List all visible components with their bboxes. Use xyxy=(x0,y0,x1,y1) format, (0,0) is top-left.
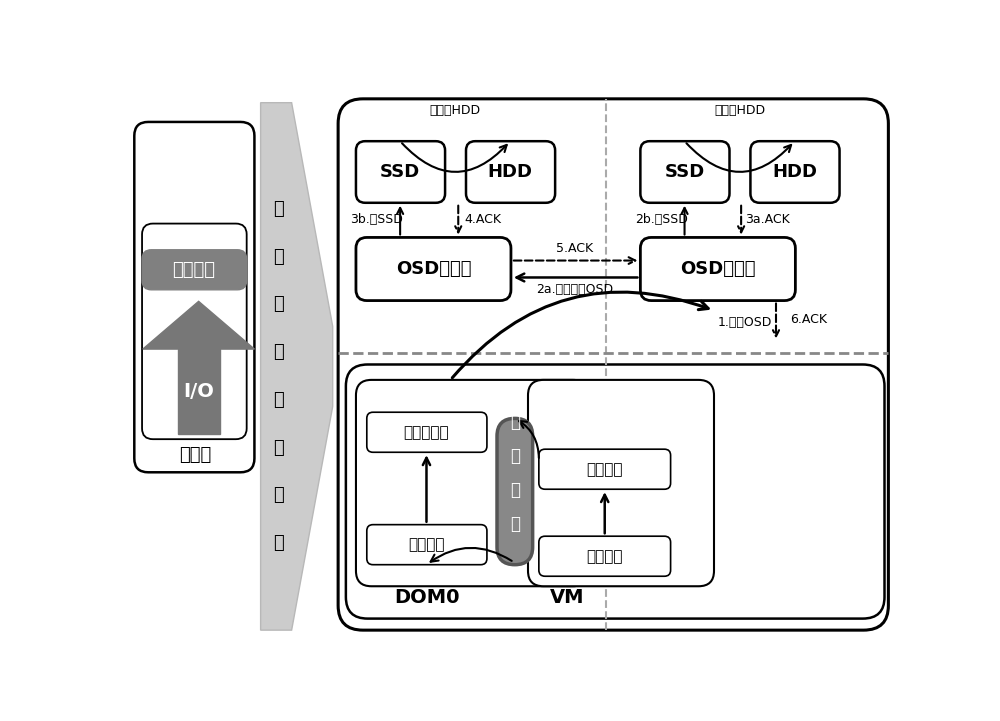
Text: HDD: HDD xyxy=(772,163,817,181)
Text: DOM0: DOM0 xyxy=(394,588,460,606)
Text: 细: 细 xyxy=(273,296,284,314)
FancyBboxPatch shape xyxy=(356,380,588,586)
Text: SSD: SSD xyxy=(664,163,705,181)
FancyBboxPatch shape xyxy=(367,412,487,452)
Polygon shape xyxy=(143,301,254,349)
FancyBboxPatch shape xyxy=(528,380,714,586)
FancyBboxPatch shape xyxy=(338,99,888,630)
Text: 后端驱动: 后端驱动 xyxy=(408,537,445,552)
FancyBboxPatch shape xyxy=(134,122,254,472)
FancyArrowPatch shape xyxy=(397,208,403,234)
FancyBboxPatch shape xyxy=(640,237,795,301)
FancyBboxPatch shape xyxy=(142,249,247,290)
Text: OSD（主）: OSD（主） xyxy=(680,260,756,278)
Text: 块设备驱动: 块设备驱动 xyxy=(404,425,449,440)
FancyArrowPatch shape xyxy=(517,273,638,281)
FancyArrowPatch shape xyxy=(773,304,779,336)
FancyBboxPatch shape xyxy=(539,449,671,490)
Text: 2b.写SSD: 2b.写SSD xyxy=(635,213,688,226)
Text: 详: 详 xyxy=(273,343,284,361)
Text: 业务写入: 业务写入 xyxy=(586,549,623,564)
FancyBboxPatch shape xyxy=(356,237,511,301)
FancyBboxPatch shape xyxy=(497,418,533,565)
Text: 存: 存 xyxy=(510,413,520,431)
Text: HDD: HDD xyxy=(488,163,533,181)
Text: 虚拟机: 虚拟机 xyxy=(179,446,211,464)
Text: 写: 写 xyxy=(273,438,284,456)
Text: 3b.写SSD: 3b.写SSD xyxy=(350,213,403,226)
FancyArrowPatch shape xyxy=(601,495,608,534)
Text: 3a.ACK: 3a.ACK xyxy=(745,213,790,226)
Text: 后台写HDD: 后台写HDD xyxy=(430,104,481,117)
Text: 程: 程 xyxy=(273,200,284,218)
Text: SSD: SSD xyxy=(380,163,420,181)
FancyBboxPatch shape xyxy=(750,141,840,203)
Text: 前端驱动: 前端驱动 xyxy=(586,461,623,477)
Text: 享: 享 xyxy=(510,481,520,499)
Text: 虚拟磁盘: 虚拟磁盘 xyxy=(172,261,215,279)
Text: 入: 入 xyxy=(273,391,284,409)
FancyBboxPatch shape xyxy=(142,224,247,439)
FancyArrowPatch shape xyxy=(455,205,461,232)
Polygon shape xyxy=(261,102,333,630)
Text: I/O: I/O xyxy=(183,382,214,401)
FancyBboxPatch shape xyxy=(356,141,445,203)
FancyBboxPatch shape xyxy=(367,525,487,565)
Bar xyxy=(178,349,220,434)
Text: 数: 数 xyxy=(273,534,284,552)
FancyBboxPatch shape xyxy=(640,141,730,203)
FancyArrowPatch shape xyxy=(514,257,635,264)
Text: 4.ACK: 4.ACK xyxy=(464,213,501,226)
Text: 2a.同步写备OSD: 2a.同步写备OSD xyxy=(536,283,613,296)
Text: OSD（从）: OSD（从） xyxy=(396,260,471,278)
Text: 6.ACK: 6.ACK xyxy=(790,314,827,327)
Text: 内: 内 xyxy=(510,447,520,465)
Text: VM: VM xyxy=(550,588,584,606)
FancyBboxPatch shape xyxy=(346,365,885,619)
FancyBboxPatch shape xyxy=(466,141,555,203)
Text: 1.写主OSD: 1.写主OSD xyxy=(718,316,772,329)
Text: 流: 流 xyxy=(273,248,284,266)
Text: 据: 据 xyxy=(273,487,284,505)
Text: 共: 共 xyxy=(510,515,520,533)
FancyArrowPatch shape xyxy=(681,208,688,234)
Text: 后台写HDD: 后台写HDD xyxy=(714,104,765,117)
FancyArrowPatch shape xyxy=(423,458,430,522)
Text: 5.ACK: 5.ACK xyxy=(556,242,593,255)
FancyArrowPatch shape xyxy=(738,205,744,232)
FancyBboxPatch shape xyxy=(539,536,671,576)
